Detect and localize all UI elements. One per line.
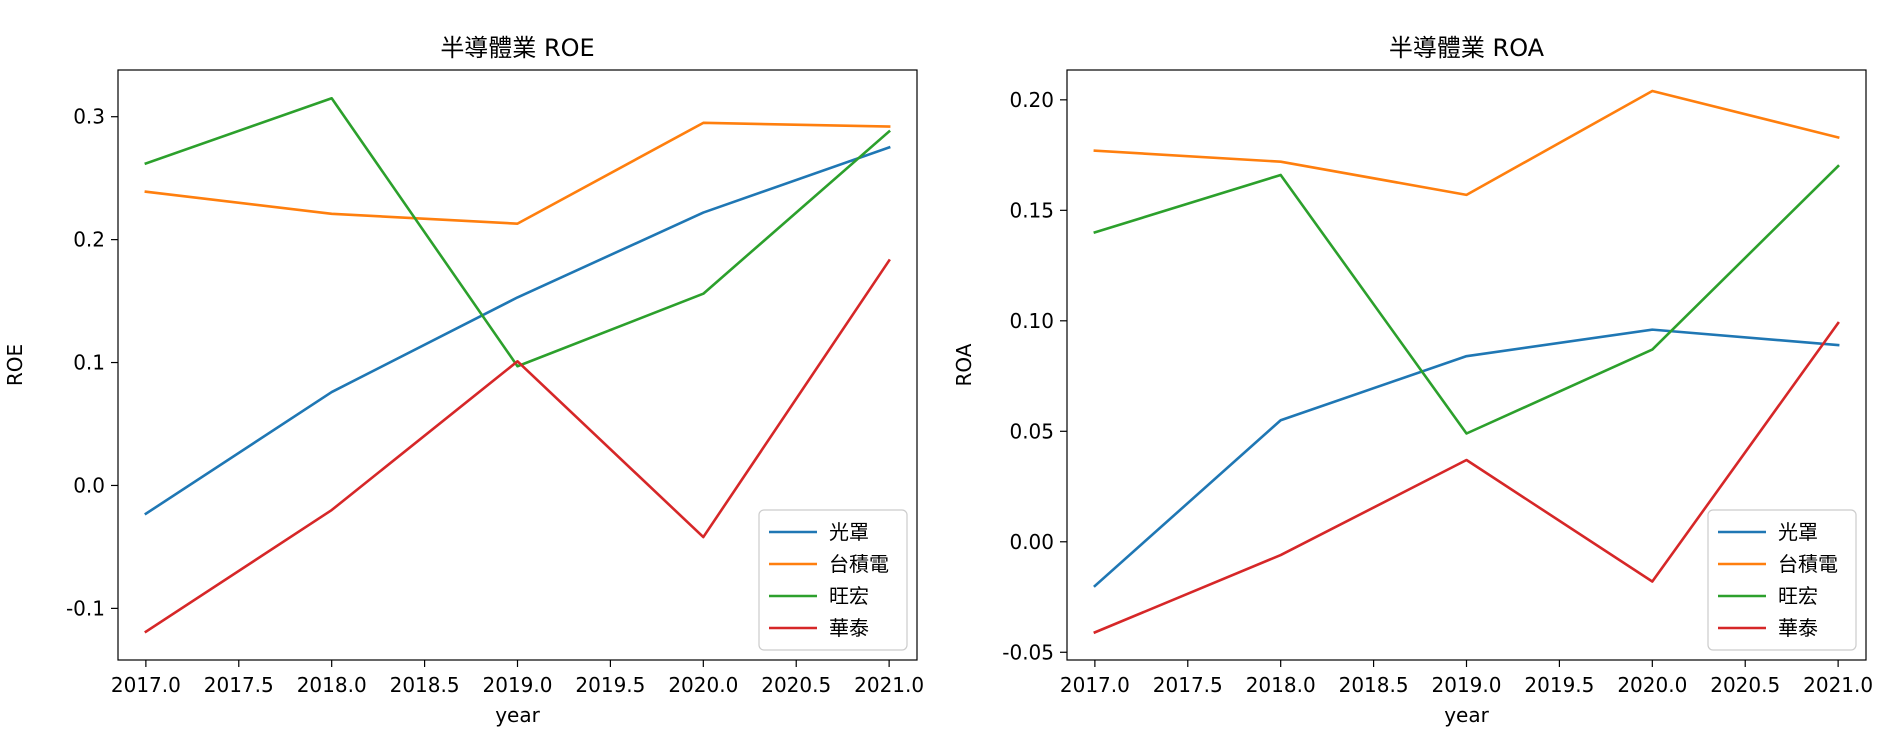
legend-label-3: 旺宏: [1778, 584, 1818, 608]
y-tick-label: 0.10: [1009, 309, 1054, 333]
legend-frame: [1707, 509, 1857, 651]
legend-label-2: 台積電: [1778, 552, 1838, 576]
y-tick-label: 0.2: [73, 228, 105, 252]
x-tick-label: 2020.0: [668, 673, 738, 697]
y-axis-label: ROA: [952, 343, 976, 386]
series-line-3: [144, 96, 891, 368]
x-tick-label: 2021.0: [854, 673, 924, 697]
x-tick-label: 2017.5: [1153, 673, 1223, 697]
x-tick-label: 2018.0: [1246, 673, 1316, 697]
y-tick-label: 0.3: [73, 105, 105, 129]
series-line-1: [144, 145, 891, 516]
series-line-4: [144, 258, 891, 634]
x-tick-label: 2019.5: [1524, 673, 1594, 697]
x-axis-label: year: [495, 703, 540, 727]
legend-label-4: 華泰: [1778, 616, 1818, 640]
x-tick-label: 2018.0: [297, 673, 367, 697]
chart-title: 半導體業 ROE: [440, 34, 594, 62]
series-line-2: [1093, 89, 1840, 197]
legend-label-1: 光罩: [829, 520, 869, 544]
x-tick-label: 2018.5: [390, 673, 460, 697]
x-tick-label: 2020.5: [761, 673, 831, 697]
x-tick-label: 2018.5: [1339, 673, 1409, 697]
chart-panel-1: 2017.0 2017.5 2018.0 2018.5 2019.0 2019.5 2020…: [3, 34, 924, 727]
x-tick-label: 2021.0: [1803, 673, 1873, 697]
x-tick-label: 2020.0: [1617, 673, 1687, 697]
y-tick-label: 0.20: [1009, 88, 1054, 112]
x-tick-label: 2017.5: [204, 673, 274, 697]
y-axis-label: ROE: [3, 344, 27, 386]
y-tick-label: 0.15: [1009, 198, 1054, 222]
x-tick-label: 2017.0: [1060, 673, 1130, 697]
y-tick-label: -0.05: [1002, 640, 1054, 664]
legend-label-4: 華泰: [829, 616, 869, 640]
x-tick-label: 2017.0: [111, 673, 181, 697]
series-line-3: [1093, 164, 1840, 435]
x-tick-label: 2019.0: [1432, 673, 1502, 697]
y-tick-label: 0.1: [73, 351, 105, 375]
chart-title: 半導體業 ROA: [1389, 34, 1545, 62]
y-tick-label: 0.00: [1009, 530, 1054, 554]
x-tick-label: 2019.0: [483, 673, 553, 697]
legend-label-3: 旺宏: [829, 584, 869, 608]
legend-label-1: 光罩: [1778, 520, 1818, 544]
y-tick-label: 0.05: [1009, 419, 1054, 443]
series-line-1: [1093, 328, 1840, 588]
y-tick-label: -0.1: [66, 596, 105, 620]
x-tick-label: 2020.5: [1710, 673, 1780, 697]
series-line-4: [1093, 321, 1840, 635]
legend-frame: [758, 509, 908, 651]
x-axis-label: year: [1444, 703, 1489, 727]
series-line-2: [144, 121, 891, 225]
chart-panel-2: 2017.0 2017.5 2018.0 2018.5 2019.0 2019.5 2020…: [952, 34, 1873, 727]
y-tick-label: 0.0: [73, 473, 105, 497]
x-tick-label: 2019.5: [575, 673, 645, 697]
legend-label-2: 台積電: [829, 552, 889, 576]
